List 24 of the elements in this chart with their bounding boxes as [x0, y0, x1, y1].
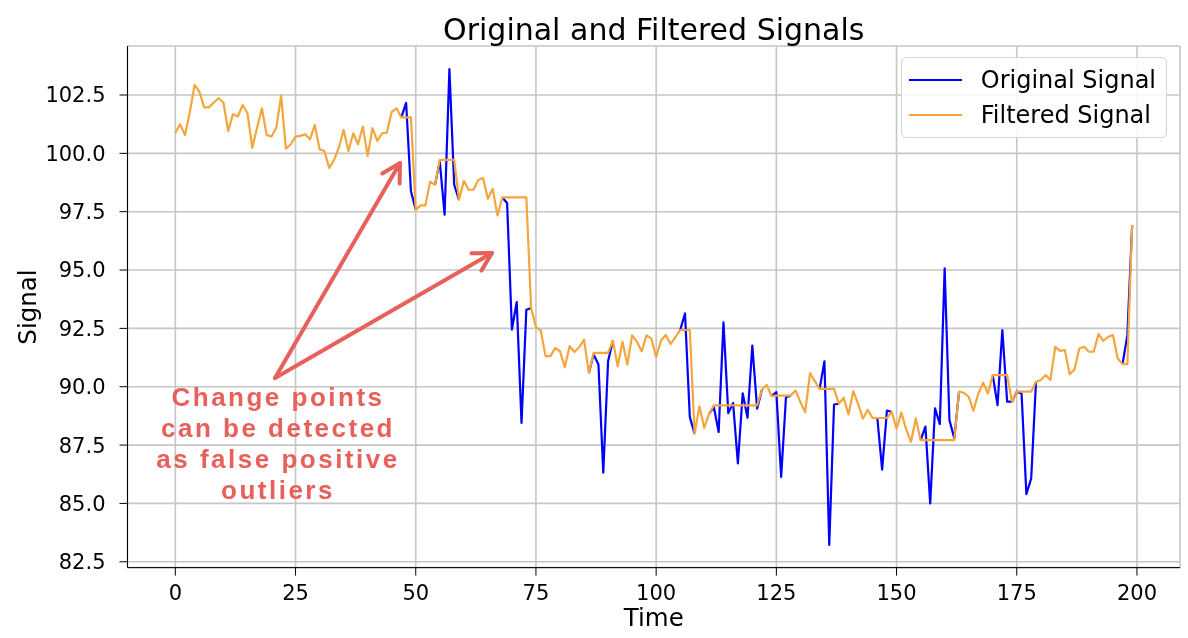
annotation: Change points can be detected as false positive outliers — [155, 382, 401, 506]
y-tick-label: 85.0 — [58, 491, 106, 516]
x-tick-label: 125 — [756, 580, 797, 605]
y-tick-label: 100.0 — [45, 141, 106, 166]
y-tick-label: 87.5 — [58, 433, 106, 458]
y-tick-label: 97.5 — [58, 200, 106, 225]
chart-title: Original and Filtered Signals — [442, 12, 866, 48]
legend-label: Filtered Signal — [980, 101, 1151, 130]
x-tick-label: 200 — [1116, 580, 1158, 605]
x-tick-label: 75 — [522, 580, 550, 605]
x-tick-label: 0 — [168, 580, 183, 605]
y-tick-label: 90.0 — [58, 375, 106, 400]
x-tick-label: 150 — [876, 580, 917, 605]
x-tick-label: 175 — [996, 580, 1037, 605]
x-tick-label: 100 — [636, 580, 677, 605]
y-tick-label: 92.5 — [58, 316, 106, 341]
legend-label: Original Signal — [980, 65, 1156, 94]
y-axis-title: Signal — [13, 268, 42, 347]
y-tick-label: 102.5 — [45, 83, 106, 108]
x-tick-label: 25 — [282, 580, 309, 605]
y-tick-label: 95.0 — [58, 258, 106, 283]
y-tick-label: 82.5 — [58, 550, 106, 575]
x-tick-label: 50 — [402, 580, 430, 605]
x-axis-title: Time — [622, 603, 685, 632]
